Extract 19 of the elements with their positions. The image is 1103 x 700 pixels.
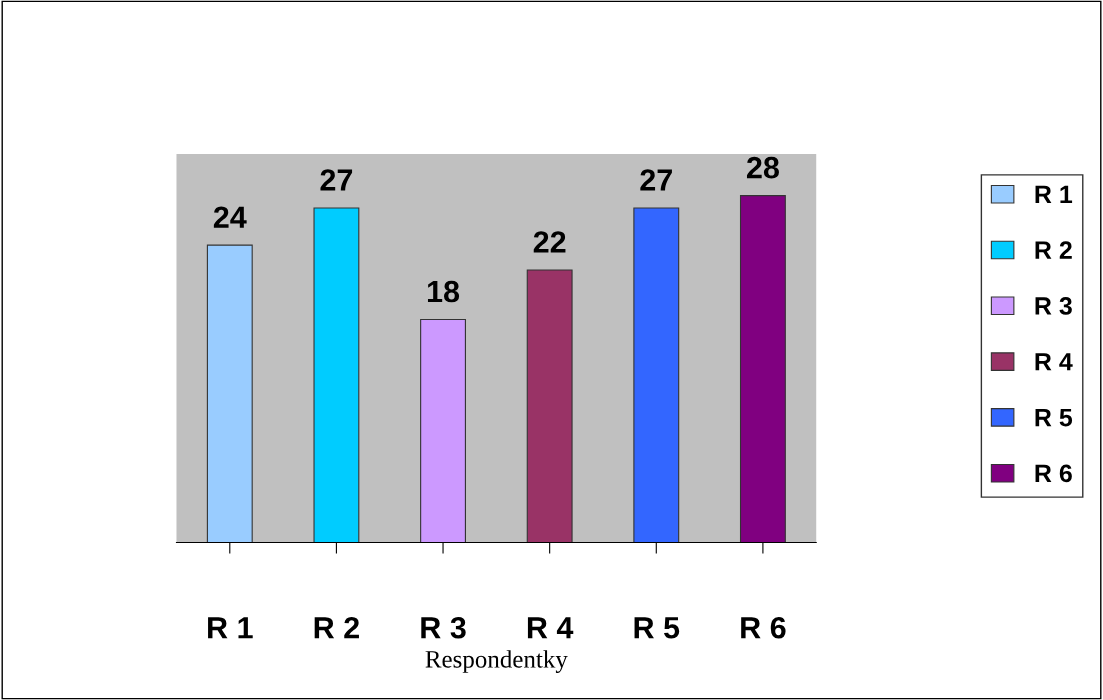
legend-label: R 6 (1035, 464, 1072, 483)
x-tick-label: R 3 (421, 616, 466, 639)
legend-label: R 3 (1035, 297, 1072, 315)
legend-label: R 5 (1035, 408, 1073, 427)
legend-label: R 2 (1035, 241, 1072, 259)
data-label: 24 (213, 206, 247, 228)
legend-label: R 4 (1035, 353, 1073, 371)
x-axis-title: Respondentky (425, 650, 568, 673)
data-label: 27 (320, 169, 353, 191)
x-tick-label: R 4 (527, 617, 574, 639)
data-label: 28 (746, 156, 779, 179)
x-tick-label: R 2 (314, 616, 359, 639)
x-tick-label: R 1 (208, 617, 253, 639)
data-label: 27 (640, 169, 672, 191)
data-label: 18 (427, 280, 460, 303)
x-tick-label: R 5 (634, 617, 680, 639)
x-tick-label: R 6 (741, 616, 786, 639)
data-label: 22 (533, 231, 566, 253)
legend-label: R 1 (1035, 185, 1073, 203)
